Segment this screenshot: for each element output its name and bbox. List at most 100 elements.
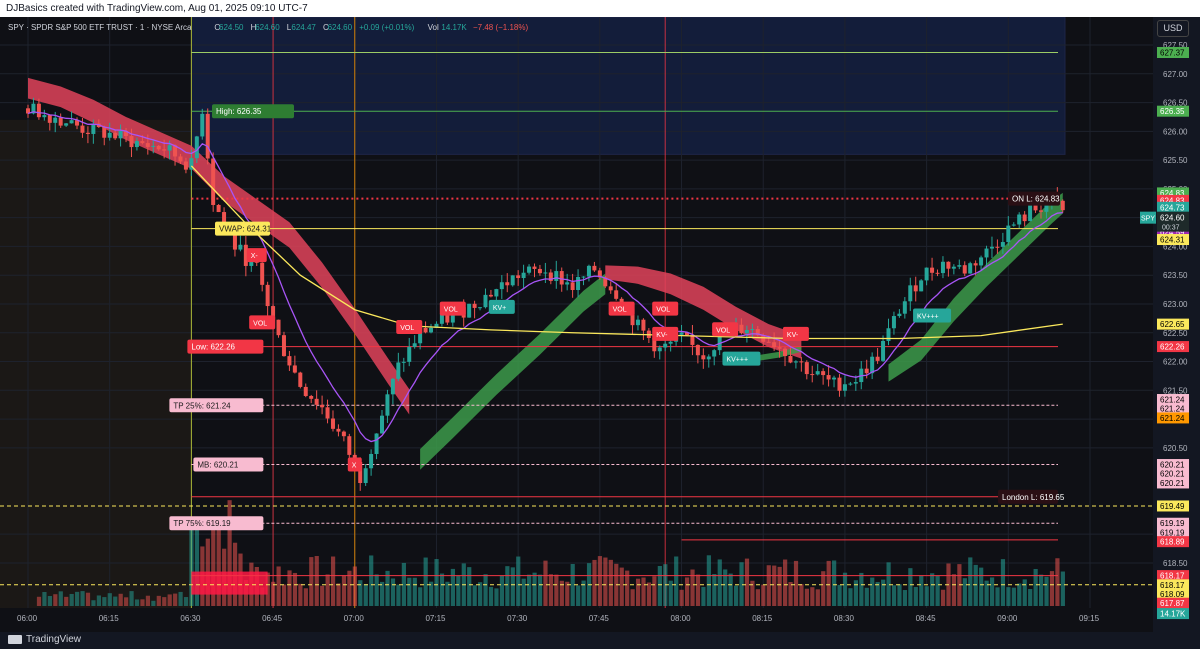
volume-bar (1049, 571, 1055, 606)
time-tick: 08:00 (671, 614, 692, 623)
signal-text: KV- (656, 332, 668, 339)
volume-bar (679, 589, 684, 606)
candle-body (173, 145, 178, 157)
candle-body (832, 377, 837, 380)
price-label-text: 620.21 (1160, 461, 1185, 470)
currency-button[interactable]: USD (1157, 20, 1189, 37)
candle-body (968, 263, 973, 274)
candle-body (848, 383, 853, 385)
candle-body (53, 117, 58, 123)
candle-body (434, 323, 439, 328)
price-label-box (1157, 526, 1189, 538)
volume-bar (216, 522, 221, 606)
candle-body (265, 284, 270, 307)
volume-bar (145, 595, 151, 606)
volume-bar (91, 600, 96, 606)
candle-body (407, 346, 412, 362)
price-chart[interactable]: High: 626.35 ON L: 624.83 VWAP: 624.31 Low:… (0, 17, 1200, 632)
volume-bar (194, 519, 200, 606)
volume-bar (968, 557, 973, 606)
volume-bar (815, 589, 820, 606)
volume-bar (69, 593, 74, 606)
volume-bar (859, 572, 864, 606)
volume-bar (271, 581, 276, 606)
volume-bar (341, 575, 347, 606)
volume-bar (330, 556, 336, 606)
candles (26, 97, 1065, 491)
volume-bar (129, 591, 134, 606)
candle-body (205, 113, 210, 159)
price-tick: 623.50 (1163, 271, 1188, 280)
legend-vol-value: 14.17K (441, 23, 467, 32)
candle-body (821, 371, 826, 376)
volume-alert-box (191, 571, 268, 595)
candle-body (586, 265, 591, 277)
candle-body (744, 330, 749, 334)
signal-text: X- (251, 253, 259, 260)
time-tick: 08:30 (834, 614, 855, 623)
candle-body (913, 285, 918, 292)
candle-body (238, 244, 243, 250)
volume-bar (744, 558, 750, 606)
candle-body (919, 280, 924, 292)
price-label-box (1157, 597, 1189, 609)
candle-body (581, 276, 586, 278)
candle-body (450, 311, 455, 323)
price-label-box (1157, 579, 1189, 591)
candle-body (499, 282, 504, 290)
price-label-box (1157, 412, 1189, 424)
volume-bar (630, 589, 635, 606)
candle-body (134, 141, 139, 148)
price-label-box (1157, 536, 1189, 548)
candle-body (156, 145, 161, 150)
candle-body (309, 395, 314, 399)
candle-body (472, 303, 477, 308)
candle-body (886, 328, 891, 341)
signal-badge (439, 301, 466, 316)
candle-body (222, 212, 227, 224)
candle-body (129, 136, 134, 148)
legend-vol-change: −7.48 (−1.18%) (473, 23, 528, 32)
candle-body (799, 361, 804, 363)
candle-body (494, 289, 499, 297)
tradingview-logo[interactable]: TradingView (8, 634, 81, 645)
volume-bar (989, 577, 995, 606)
volume-bar (652, 576, 657, 606)
price-tick: 618.50 (1163, 559, 1188, 568)
candle-body (162, 149, 167, 151)
signal-badge (347, 457, 362, 472)
volume-bar (979, 567, 984, 606)
volume-bar (494, 588, 499, 606)
footer-bar: TradingView (0, 632, 1200, 649)
volume-bar (1055, 558, 1060, 606)
volume-bar (559, 580, 564, 606)
price-tick: 620.50 (1163, 444, 1188, 453)
signal-badge (652, 301, 679, 316)
volume-bar (930, 573, 935, 606)
candle-body (701, 355, 706, 360)
header-title: DJBasics created with TradingView.com, A… (6, 3, 308, 14)
candle-body (772, 342, 777, 348)
price-label-box (1157, 477, 1189, 489)
candle-body (793, 361, 798, 363)
volume-bar (913, 587, 918, 606)
candle-body (467, 303, 472, 318)
candle-body (113, 132, 118, 139)
volume-bar (701, 586, 706, 606)
candle-body (712, 350, 717, 357)
volume-bar (162, 597, 167, 606)
volume-bar (881, 579, 886, 606)
candle-body (412, 343, 417, 347)
volume-bar (309, 557, 314, 606)
candle-body (973, 263, 978, 266)
volume-bar (167, 594, 172, 606)
candle-body (80, 125, 85, 133)
candle-body (281, 335, 286, 357)
candle-body (320, 404, 325, 408)
legend-l-label: L (287, 23, 292, 32)
candle-body (287, 356, 292, 366)
volume-bar (113, 596, 118, 606)
candle-body (243, 244, 248, 266)
volume-bar (260, 587, 265, 606)
candle-body (36, 103, 41, 118)
